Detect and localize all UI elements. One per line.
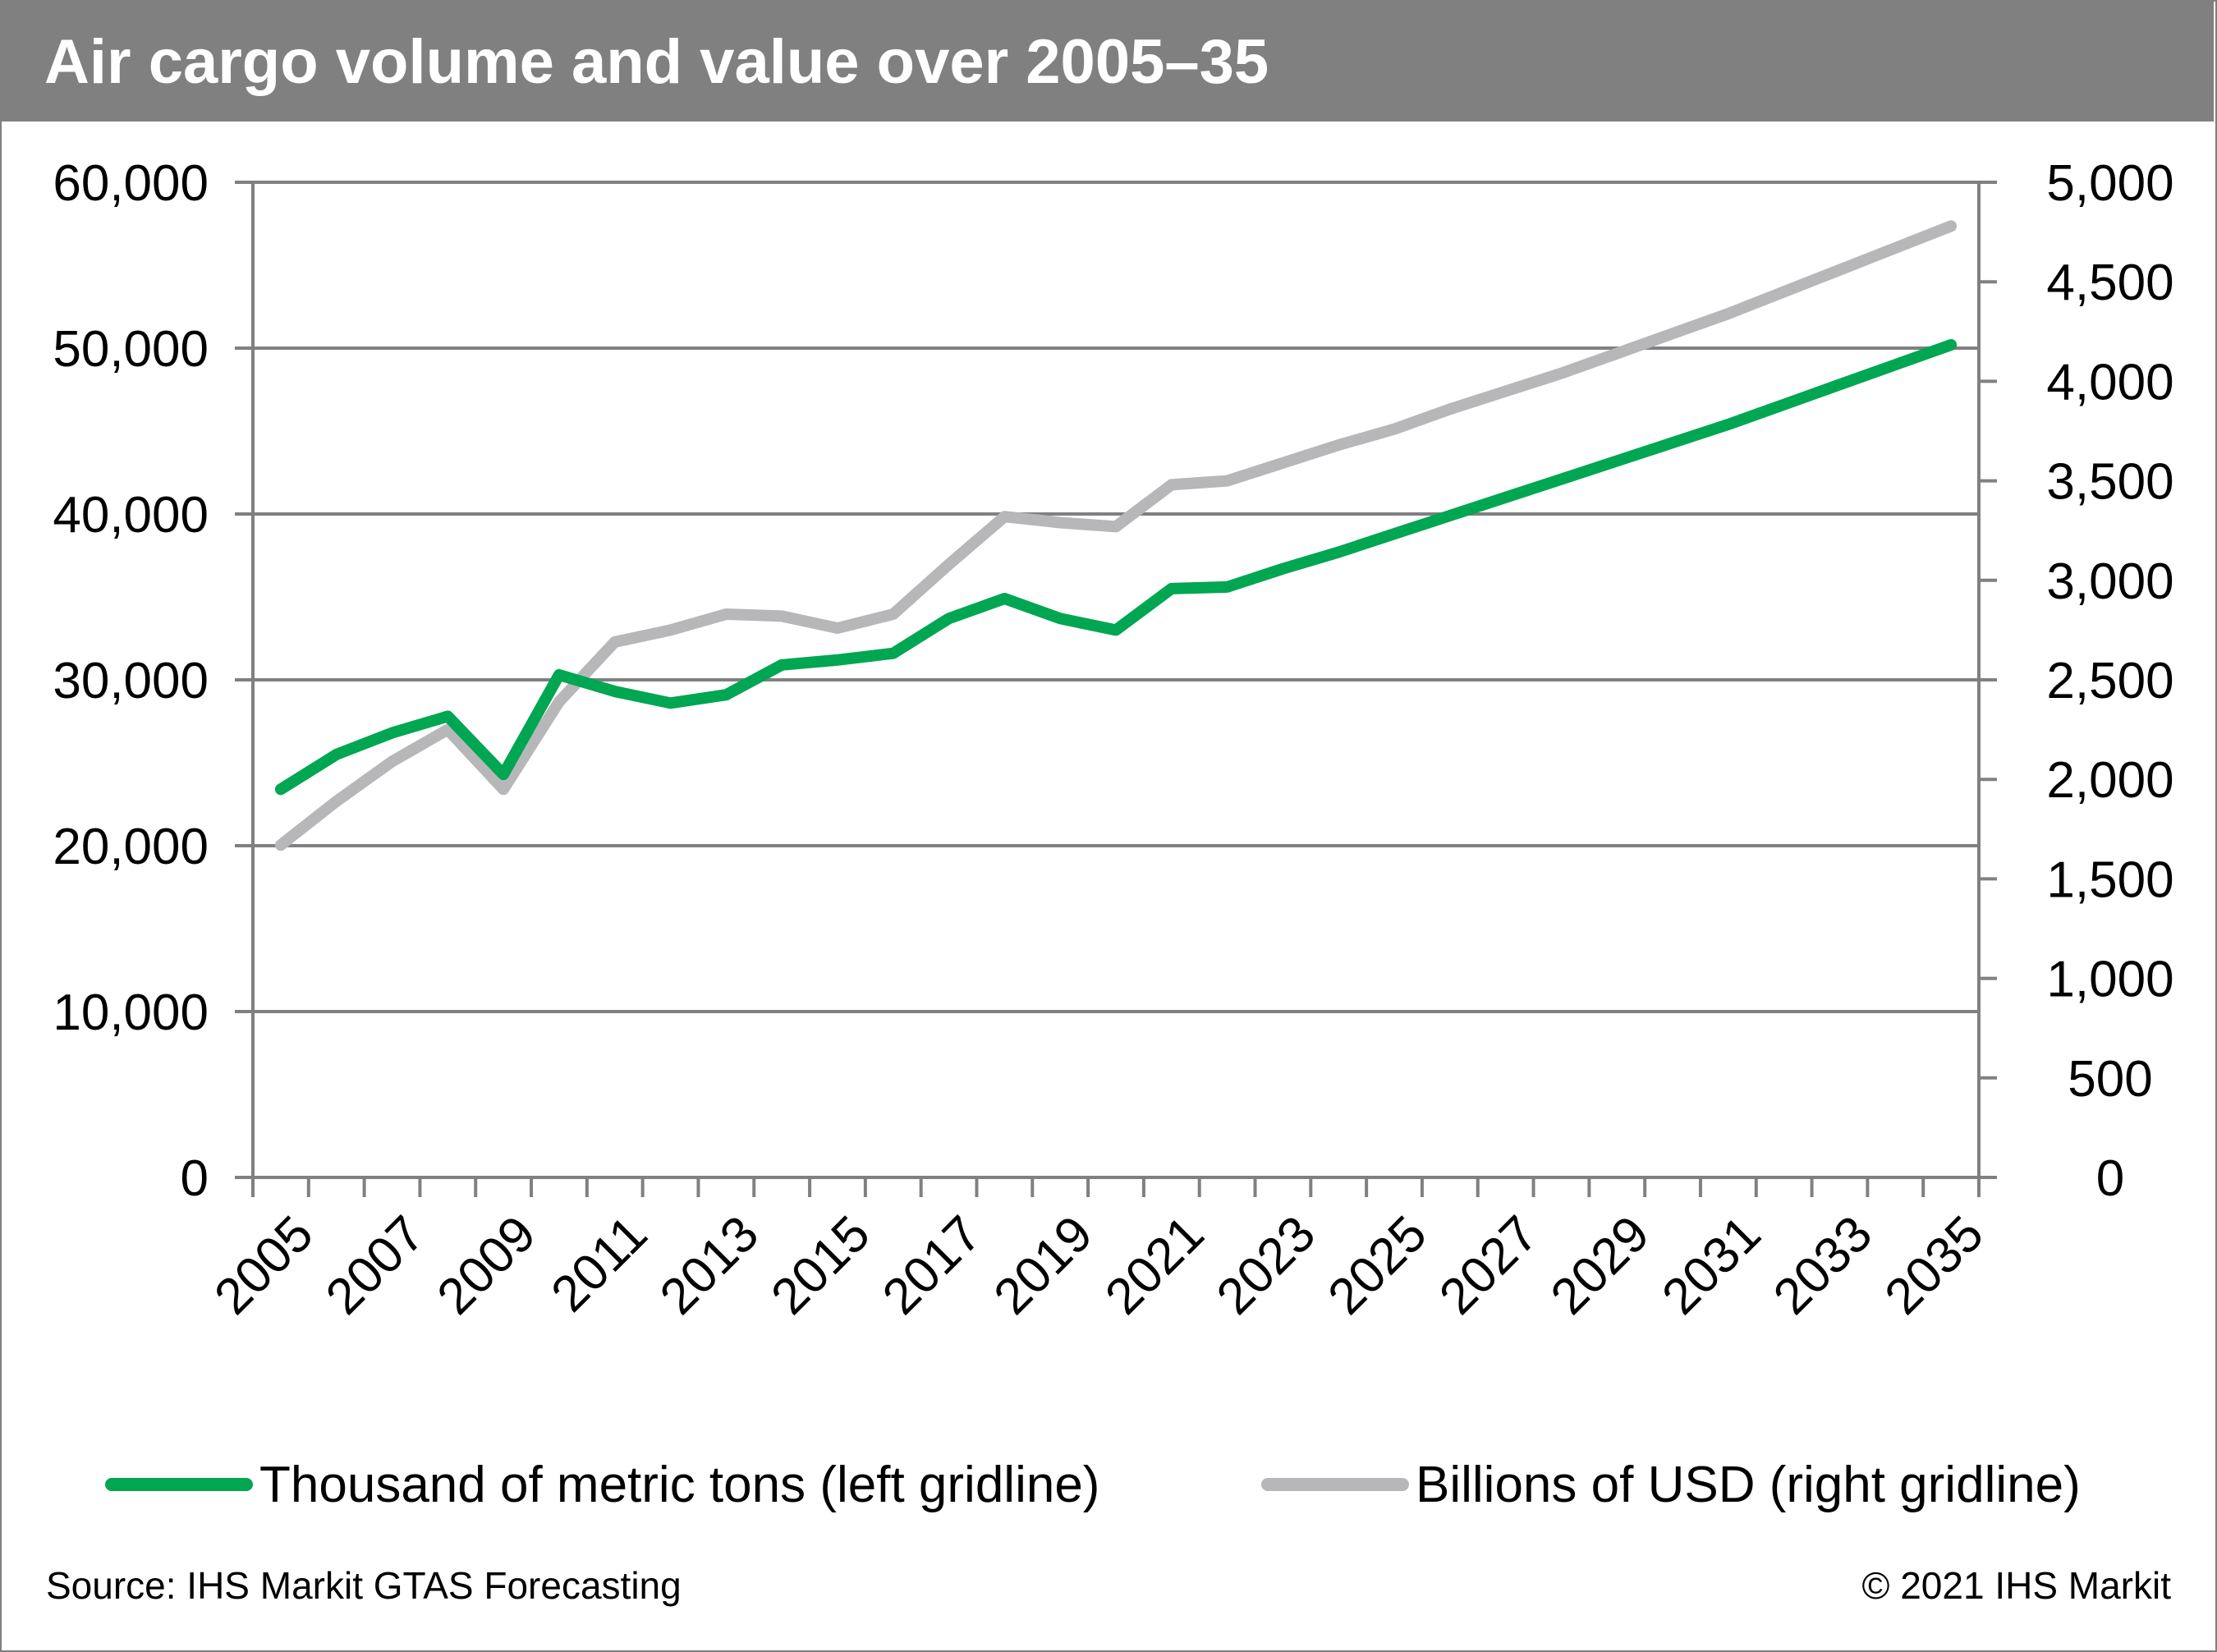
- x-tick-label: 2011: [540, 1205, 658, 1323]
- right-tick-label: 4,500: [2046, 255, 2173, 311]
- legend-swatch-volume: [105, 1478, 253, 1491]
- legend-label-volume: Thousand of metric tons (left gridline): [259, 1456, 1100, 1513]
- right-tick-label: 0: [2096, 1150, 2124, 1207]
- left-tick-label: 10,000: [53, 984, 209, 1041]
- left-tick-label: 20,000: [53, 819, 209, 875]
- x-tick-label: 2031: [1651, 1205, 1771, 1325]
- right-tick-label: 1,000: [2046, 952, 2173, 1008]
- left-tick-label: 50,000: [53, 321, 209, 378]
- right-tick-label: 500: [2068, 1051, 2152, 1108]
- x-tick-label: 2019: [984, 1205, 1104, 1325]
- x-tick-label: 2005: [204, 1205, 324, 1325]
- legend-item-value: Billions of USD (right gridline): [1261, 1452, 2081, 1517]
- series-line-value: [274, 220, 1958, 851]
- source-note: Source: IHS Markit GTAS Forecasting: [46, 1564, 682, 1607]
- right-tick-label: 2,500: [2046, 653, 2173, 709]
- x-tick-label: 2035: [1875, 1205, 1994, 1325]
- right-tick-label: 3,000: [2046, 553, 2173, 610]
- x-tick-label: 2033: [1763, 1205, 1883, 1325]
- x-tick-label: 2009: [427, 1205, 547, 1325]
- copyright-note: © 2021 IHS Markit: [1861, 1564, 2171, 1607]
- left-tick-label: 0: [181, 1150, 209, 1207]
- title-bar: Air cargo volume and value over 2005–35: [0, 0, 2214, 122]
- x-tick-label: 2013: [649, 1205, 769, 1325]
- right-tick-label: 5,000: [2046, 155, 2173, 212]
- right-tick-label: 3,500: [2046, 454, 2173, 511]
- x-tick-label: 2017: [872, 1205, 992, 1325]
- left-tick-label: 30,000: [53, 653, 209, 709]
- right-tick-label: 4,000: [2046, 354, 2173, 411]
- legend-item-volume: Thousand of metric tons (left gridline): [105, 1452, 1099, 1517]
- right-tick-label: 2,000: [2046, 752, 2173, 809]
- x-tick-label: 2015: [760, 1205, 880, 1325]
- legend-label-value: Billions of USD (right gridline): [1416, 1456, 2081, 1513]
- legend-swatch-value: [1261, 1478, 1409, 1491]
- series-line-volume: [274, 339, 1958, 796]
- x-tick-label: 2029: [1540, 1205, 1660, 1325]
- x-tick-label: 2007: [315, 1205, 435, 1325]
- left-tick-label: 60,000: [53, 155, 209, 212]
- x-tick-label: 2027: [1429, 1205, 1549, 1325]
- x-tick-label: 2025: [1317, 1205, 1437, 1325]
- left-tick-label: 40,000: [53, 487, 209, 544]
- x-tick-label: 2021: [1095, 1205, 1214, 1325]
- chart-title: Air cargo volume and value over 2005–35: [44, 27, 1269, 97]
- right-tick-label: 1,500: [2046, 851, 2173, 908]
- x-tick-label: 2023: [1206, 1205, 1326, 1325]
